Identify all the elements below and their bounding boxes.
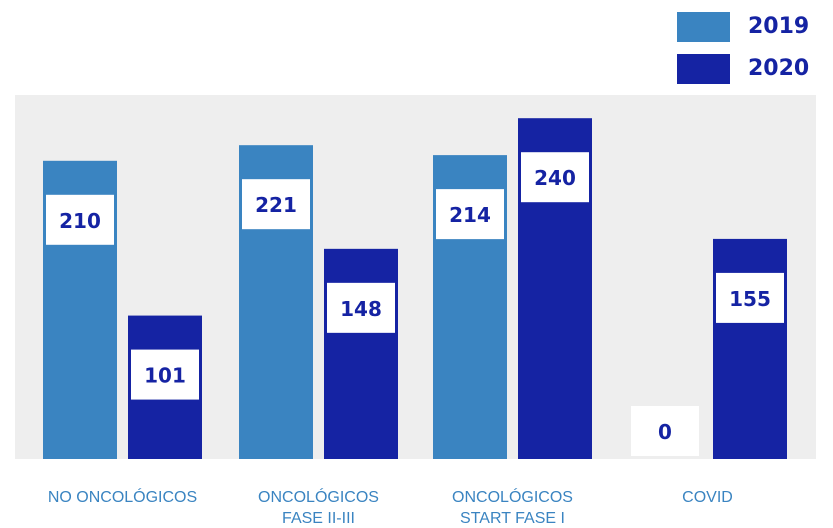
value-label-s2019-c0: 210 (59, 209, 101, 233)
category-label-1-line-0: ONCOLÓGICOS (258, 487, 379, 506)
value-label-s2020-c2: 240 (534, 166, 576, 190)
value-label-s2020-c3: 155 (729, 287, 771, 311)
value-label-s2019-c2: 214 (449, 203, 491, 227)
category-label-1-line-1: FASE II-III (282, 510, 355, 527)
value-label-s2020-c0: 101 (144, 364, 186, 388)
category-label-2-line-1: START FASE I (460, 510, 565, 527)
category-label-3-line-0: COVID (682, 489, 733, 506)
value-label-s2019-c3: 0 (658, 420, 672, 444)
value-label-s2019-c1: 221 (255, 193, 297, 217)
bar-s2020-c1 (324, 249, 398, 459)
bar-s2020-c3 (713, 239, 787, 459)
value-label-s2020-c1: 148 (340, 297, 382, 321)
category-label-0-line-0: NO ONCOLÓGICOS (48, 487, 197, 506)
category-label-2-line-0: ONCOLÓGICOS (452, 487, 573, 506)
